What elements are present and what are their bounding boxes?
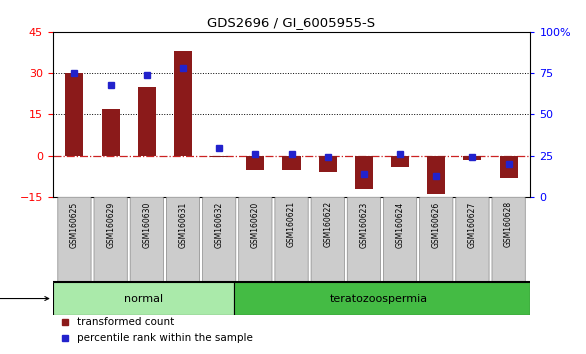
- Bar: [101, 109, 120, 156]
- Bar: [138, 87, 156, 156]
- Text: GSM160625: GSM160625: [70, 201, 79, 247]
- Bar: [234, 282, 530, 315]
- Text: GSM160632: GSM160632: [214, 201, 224, 247]
- Text: GSM160629: GSM160629: [106, 201, 115, 247]
- FancyBboxPatch shape: [203, 197, 236, 283]
- Text: GSM160623: GSM160623: [359, 201, 369, 247]
- Bar: [391, 156, 409, 167]
- FancyBboxPatch shape: [275, 197, 308, 283]
- Text: normal: normal: [124, 293, 163, 303]
- FancyBboxPatch shape: [420, 197, 453, 283]
- FancyBboxPatch shape: [130, 197, 163, 283]
- Text: transformed count: transformed count: [77, 317, 174, 327]
- FancyBboxPatch shape: [94, 197, 127, 283]
- Text: GSM160630: GSM160630: [142, 201, 151, 248]
- Text: percentile rank within the sample: percentile rank within the sample: [77, 333, 253, 343]
- FancyBboxPatch shape: [347, 197, 380, 283]
- FancyBboxPatch shape: [239, 197, 272, 283]
- FancyBboxPatch shape: [383, 197, 417, 283]
- Text: teratozoospermia: teratozoospermia: [329, 293, 427, 303]
- Text: GSM160631: GSM160631: [179, 201, 188, 247]
- FancyBboxPatch shape: [311, 197, 345, 283]
- Text: GSM160628: GSM160628: [504, 201, 513, 247]
- Bar: [355, 156, 373, 189]
- Text: GSM160621: GSM160621: [287, 201, 296, 247]
- Bar: [427, 156, 445, 194]
- Text: GSM160626: GSM160626: [432, 201, 441, 247]
- Bar: [319, 156, 337, 172]
- Text: GSM160620: GSM160620: [251, 201, 260, 247]
- FancyBboxPatch shape: [166, 197, 200, 283]
- FancyBboxPatch shape: [456, 197, 489, 283]
- Bar: [53, 282, 234, 315]
- Bar: [210, 156, 228, 157]
- Text: GSM160622: GSM160622: [323, 201, 332, 247]
- Bar: [282, 156, 301, 170]
- FancyBboxPatch shape: [58, 197, 91, 283]
- Text: disease state: disease state: [0, 293, 49, 303]
- Bar: [246, 156, 264, 170]
- Bar: [464, 156, 482, 160]
- Bar: [66, 73, 83, 156]
- Bar: [500, 156, 517, 178]
- Title: GDS2696 / GI_6005955-S: GDS2696 / GI_6005955-S: [207, 16, 376, 29]
- Text: GSM160627: GSM160627: [468, 201, 477, 247]
- Text: GSM160624: GSM160624: [396, 201, 404, 247]
- Bar: [174, 51, 192, 156]
- FancyBboxPatch shape: [492, 197, 525, 283]
